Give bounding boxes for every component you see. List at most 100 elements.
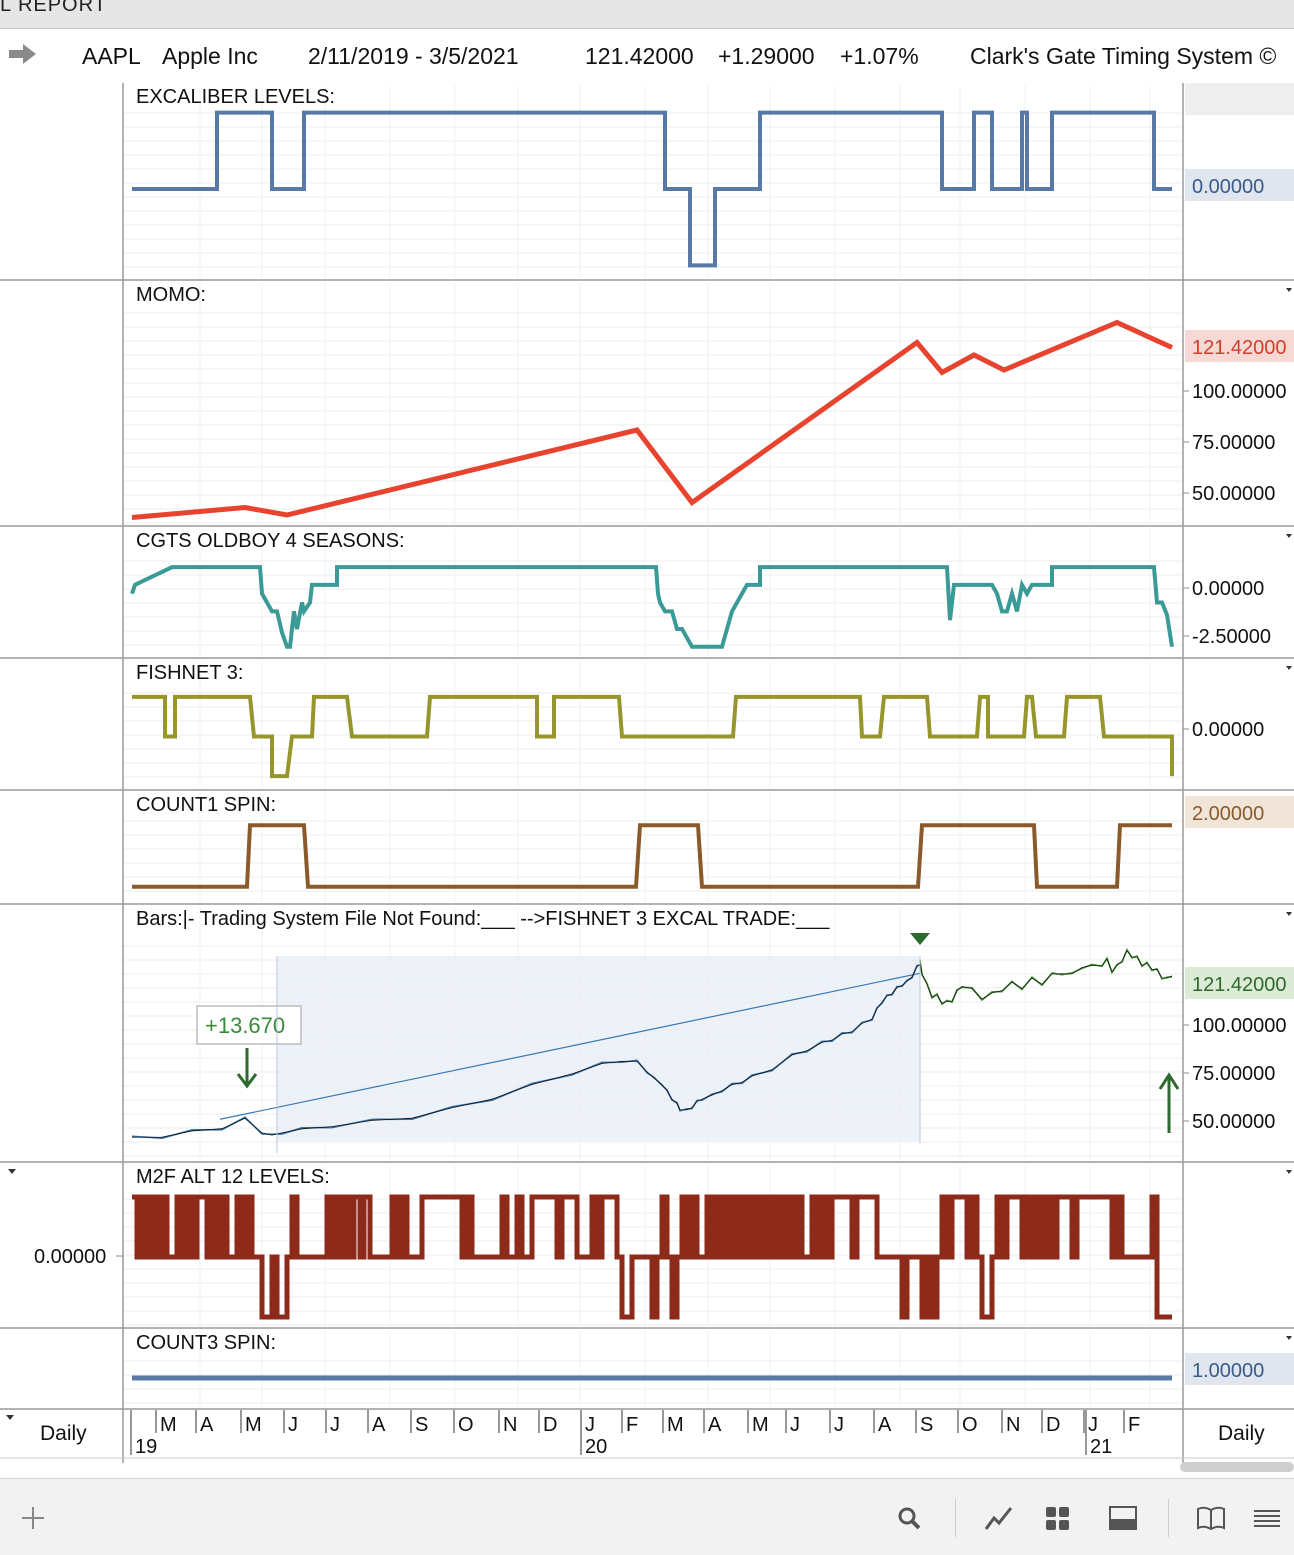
indicator-panel-2[interactable]: MOMO: 100.00000 75.00000 50.00000 121.42000 — [0, 283, 1294, 527]
y-tick-label: 0.00000 — [1192, 578, 1264, 600]
system-name: Clark's Gate Timing System © — [970, 43, 1277, 69]
indicator-panel-3[interactable]: CGTS OLDBOY 4 SEASONS: 0.00000 -2.50000 — [0, 529, 1294, 659]
value-tag-bg — [1185, 796, 1294, 828]
x-month-label: J — [790, 1414, 800, 1436]
arrow-right-icon[interactable] — [7, 43, 37, 65]
toolbar-separator — [955, 1499, 956, 1537]
symbol-header: AAPL Apple Inc 2/11/2019 - 3/5/2021 121.… — [0, 29, 1294, 85]
menu-icon[interactable] — [1252, 1504, 1282, 1532]
indicator-series — [132, 823, 1172, 889]
x-month-label: S — [920, 1414, 933, 1436]
x-month-label: D — [543, 1414, 557, 1436]
x-month-label: J — [288, 1414, 298, 1436]
indicator-panel-4[interactable]: FISHNET 3: 0.00000 0.00000 — [0, 83, 1294, 791]
y-tick-label: -2.50000 — [1192, 626, 1271, 648]
grid-icon[interactable] — [1043, 1504, 1073, 1532]
x-month-label: N — [503, 1414, 517, 1436]
panel-title: COUNT1 SPIN: — [136, 794, 276, 816]
x-month-label: J — [1088, 1414, 1098, 1436]
x-month-label: F — [626, 1414, 638, 1436]
timeframe-right[interactable]: Daily — [1218, 1422, 1265, 1445]
x-month-label: F — [1128, 1414, 1140, 1436]
x-month-label: A — [372, 1414, 386, 1436]
toolbar-separator — [1168, 1499, 1169, 1537]
y-tick-label: 0.00000 — [1192, 719, 1264, 741]
value-tag: 121.42000 — [1192, 974, 1287, 996]
value-tag-bg — [1185, 967, 1294, 999]
value-tag: 2.00000 — [1192, 803, 1264, 825]
y-tick-label: 50.00000 — [1192, 483, 1275, 505]
value-tag: 0.00000 — [1192, 176, 1264, 198]
indicator-panel-6[interactable]: Bars:|- Trading System File Not Found:__… — [0, 907, 1294, 1163]
x-month-label: D — [1046, 1414, 1060, 1436]
panel-title: FISHNET 3: — [136, 662, 243, 684]
indicator-series — [132, 1194, 1172, 1320]
y-tick-label: 75.00000 — [1192, 1063, 1275, 1085]
indicator-series — [132, 694, 1174, 779]
book-icon[interactable] — [1196, 1504, 1226, 1532]
y-tick-label: 100.00000 — [1192, 381, 1287, 403]
profit-annotation-box — [196, 1005, 302, 1045]
symbol-name: Apple Inc — [162, 43, 258, 69]
x-month-label: J — [834, 1414, 844, 1436]
indicator-series — [132, 110, 1172, 268]
panel-title: CGTS OLDBOY 4 SEASONS: — [136, 530, 405, 552]
indicator-series — [130, 565, 1174, 649]
value-tag-bg — [1185, 83, 1294, 115]
value-tag: 1.00000 — [1192, 1360, 1264, 1382]
exit-arrow-icon — [1158, 1072, 1180, 1133]
percent-change: +1.07% — [840, 43, 919, 69]
x-month-label: J — [585, 1414, 595, 1436]
timeframe-left[interactable]: Daily — [40, 1422, 87, 1445]
trade-line — [219, 972, 921, 1120]
date-range: 2/11/2019 - 3/5/2021 — [308, 43, 519, 69]
value-tag: 0.00000 — [1192, 83, 1264, 88]
x-month-label: N — [1006, 1414, 1020, 1436]
left-y-tick: 0.00000 — [34, 1246, 106, 1268]
indicator-series — [131, 319, 1174, 520]
x-month-label: A — [878, 1414, 892, 1436]
buy-arrow-icon — [236, 1048, 258, 1089]
panel-title: Bars:|- Trading System File Not Found:__… — [136, 908, 830, 930]
add-icon[interactable] — [18, 1504, 48, 1532]
window-title: L REPORT — [0, 0, 107, 16]
x-year-label: 19 — [135, 1436, 157, 1458]
y-tick-label: 75.00000 — [1192, 432, 1275, 454]
bottom-toolbar — [0, 1478, 1294, 1555]
x-year-label: 21 — [1090, 1436, 1112, 1458]
panel-title: M2F ALT 12 LEVELS: — [136, 1166, 330, 1188]
panel-title: MOMO: — [136, 284, 206, 306]
symbol-ticker[interactable]: AAPL — [82, 43, 141, 69]
x-month-label: M — [245, 1414, 262, 1436]
last-price: 121.42000 — [585, 43, 694, 69]
x-month-label: M — [667, 1414, 684, 1436]
x-month-label: A — [708, 1414, 722, 1436]
x-year-label: 20 — [585, 1436, 607, 1458]
x-axis: M A M J J A S O N D J F M A M J J A S O N D J F19 20 21 — [0, 1410, 1294, 1459]
indicator-panel-1[interactable]: EXCALIBER LEVELS: 0.00000 — [0, 85, 1294, 281]
value-tag-bg — [1185, 1353, 1294, 1385]
indicator-panel-8[interactable]: COUNT3 SPIN: 1.00000 — [0, 1331, 1294, 1410]
trade-region — [277, 956, 920, 1141]
x-month-label: S — [415, 1414, 428, 1436]
panel-title: EXCALIBER LEVELS: — [136, 86, 335, 108]
x-month-label: M — [160, 1414, 177, 1436]
indicator-panel-7[interactable]: M2F ALT 12 LEVELS: 0.00000 — [0, 1165, 1294, 1329]
indicator-panel-5[interactable]: COUNT1 SPIN: 2.00000 — [0, 793, 1294, 905]
price-series-black-2 — [919, 950, 1173, 1004]
indicator-chart[interactable]: EXCALIBER LEVELS: 0.00000 MOMO: 100.00000 75… — [0, 83, 1294, 1463]
price-change: +1.29000 — [718, 43, 815, 69]
window-titlebar: L REPORT — [0, 0, 1294, 29]
value-tag-bg — [1185, 330, 1294, 362]
line-chart-icon[interactable] — [984, 1504, 1014, 1532]
profit-annotation: +13.670 — [205, 1013, 285, 1038]
y-tick-label: 50.00000 — [1192, 1111, 1275, 1133]
y-tick-label: 100.00000 — [1192, 1015, 1287, 1037]
x-month-label: O — [458, 1414, 474, 1436]
horizontal-scrollbar[interactable] — [1180, 1462, 1294, 1472]
x-month-label: A — [200, 1414, 214, 1436]
panel-title: COUNT3 SPIN: — [136, 1332, 276, 1354]
search-icon[interactable] — [894, 1504, 924, 1532]
panel-layout-icon[interactable] — [1108, 1504, 1138, 1532]
x-month-label: O — [962, 1414, 978, 1436]
